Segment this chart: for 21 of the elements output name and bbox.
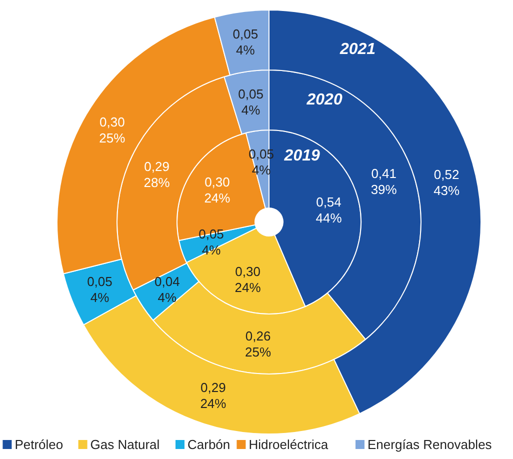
- data-label: 0,41 39%: [370, 166, 398, 197]
- data-label: 0,05 4%: [87, 274, 112, 305]
- slice-label: 2020: [306, 91, 342, 108]
- legend-label: Carbón: [188, 437, 230, 452]
- data-label: 0,54 44%: [316, 194, 342, 226]
- legend-label: Hidroeléctrica: [248, 437, 329, 452]
- slice-label: 2019: [283, 147, 320, 164]
- data-label: 0,05 4%: [232, 26, 258, 58]
- legend-label: Gas Natural: [90, 437, 160, 452]
- legend-label: Energías Renovables: [368, 437, 492, 452]
- data-label: 0,30 25%: [99, 114, 126, 146]
- data-label: 0,26 25%: [245, 328, 272, 360]
- data-label: 0,29 28%: [144, 159, 170, 190]
- data-label: 0,05 4%: [238, 86, 264, 118]
- data-label: 0,04 4%: [154, 274, 180, 306]
- data-label: 0,29 24%: [200, 380, 227, 412]
- data-label: 0,30 24%: [234, 264, 262, 296]
- data-label: 0,30 24%: [204, 174, 231, 206]
- legend-label: Petróleo: [14, 437, 64, 452]
- data-label: 0,52 43%: [434, 167, 460, 198]
- slice-label: 2021: [338, 41, 376, 58]
